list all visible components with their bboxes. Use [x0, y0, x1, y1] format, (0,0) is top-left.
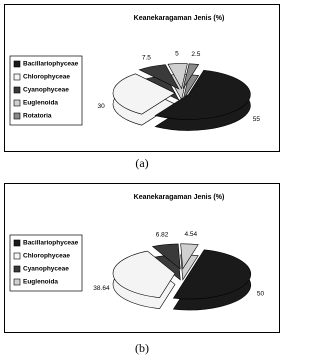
legend-label: Rotatoria — [23, 113, 52, 120]
data-label: 30 — [98, 103, 106, 110]
pie-slice — [138, 64, 180, 90]
data-label: 5 — [175, 50, 179, 57]
legend-label: Euglenoida — [23, 279, 58, 286]
legend-label: Bacillariophyceae — [23, 61, 79, 68]
legend-swatch — [13, 252, 21, 260]
page: Keanekaragaman Jenis (%) Bacillariophycea… — [0, 4, 284, 355]
legend-label: Cyanophyceae — [23, 87, 69, 94]
data-label: 7.5 — [142, 54, 151, 61]
legend-label: Bacillariophyceae — [23, 240, 79, 247]
figure-b: Keanekaragaman Jenis (%) Bacillariophycea… — [0, 183, 284, 355]
pie-slice — [182, 63, 200, 89]
legend-box — [9, 55, 83, 126]
legend-swatch — [13, 60, 21, 68]
pie-slice — [172, 249, 251, 300]
legend-swatch — [13, 99, 21, 107]
caption: (b) — [135, 341, 149, 355]
chart: Keanekaragaman Jenis (%) Bacillariophycea… — [4, 183, 280, 333]
legend-swatch — [13, 265, 21, 273]
legend-swatch — [13, 73, 21, 81]
legend-box — [9, 234, 83, 292]
pie-slice — [112, 73, 176, 115]
legend-swatch — [13, 278, 21, 286]
legend-label: Cyanophyceae — [23, 266, 69, 273]
chart-title: Keanekaragaman Jenis (%) — [134, 15, 225, 22]
legend-label: Chlorophyceae — [23, 74, 70, 81]
pie-slice — [112, 250, 176, 298]
figure-a: Keanekaragaman Jenis (%) Bacillariophycea… — [0, 4, 284, 170]
data-label: 2.5 — [191, 51, 200, 58]
data-label: 55 — [253, 116, 261, 123]
legend-label: Chlorophyceae — [23, 253, 70, 260]
pie-slice — [151, 243, 181, 270]
legend-label: Euglenoida — [23, 100, 58, 107]
legend-swatch — [13, 86, 21, 94]
pie-slice — [154, 69, 251, 120]
chart: Keanekaragaman Jenis (%) Bacillariophycea… — [4, 4, 280, 152]
caption: (a) — [135, 156, 149, 170]
legend-swatch — [13, 112, 21, 120]
chart-title: Keanekaragaman Jenis (%) — [134, 194, 225, 201]
data-label: 38.64 — [93, 285, 110, 292]
data-label: 50 — [257, 290, 265, 297]
legend-swatch — [13, 239, 21, 247]
pie-slice — [180, 243, 199, 270]
pie-slice — [167, 63, 188, 90]
data-label: 6.82 — [156, 232, 169, 239]
data-label: 4.54 — [184, 231, 197, 238]
